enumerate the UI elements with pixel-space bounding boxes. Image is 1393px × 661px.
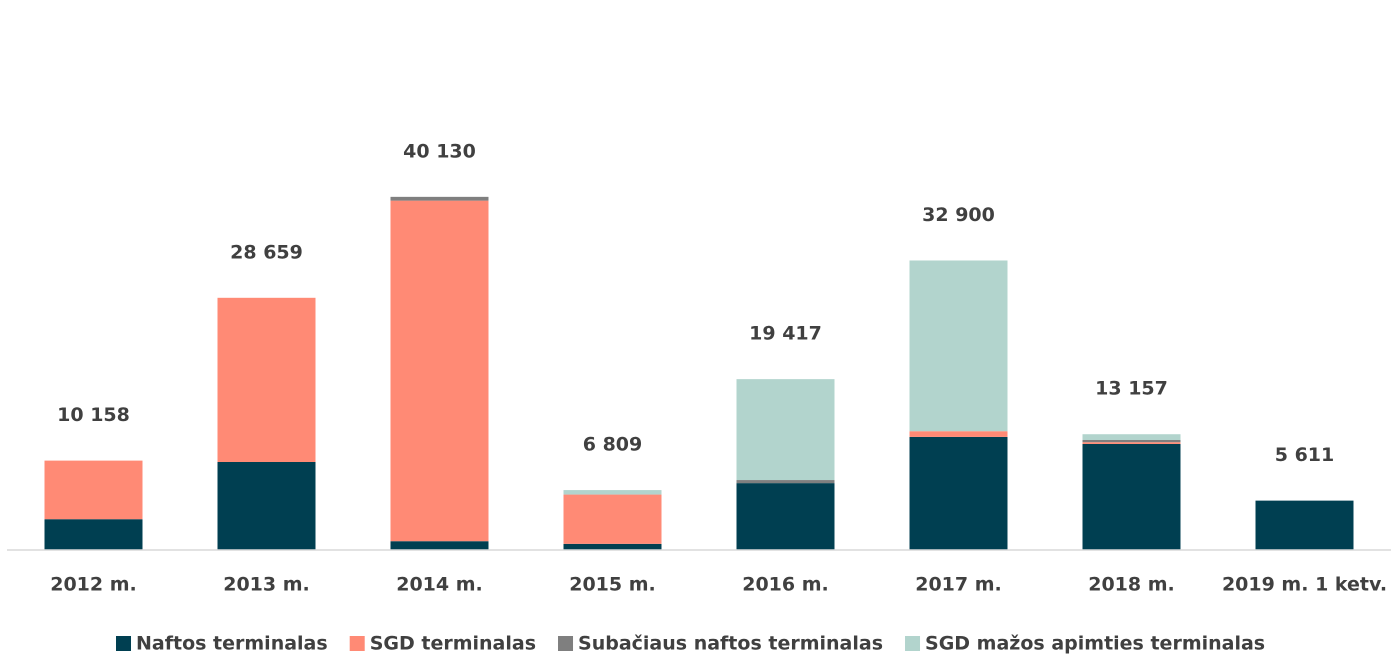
x-tick-label: 2015 m. <box>569 574 656 596</box>
x-tick-label: 2012 m. <box>50 574 137 596</box>
bar-segment <box>1255 500 1354 550</box>
bar-segment <box>390 200 489 542</box>
bar-segment <box>217 462 316 550</box>
bar-segment <box>736 483 835 550</box>
x-tick-label: 2013 m. <box>223 574 310 596</box>
bar-segment <box>390 541 489 550</box>
total-label: 32 900 <box>922 204 995 226</box>
x-tick-label: 2017 m. <box>915 574 1002 596</box>
bar-segment <box>1082 434 1181 440</box>
bar-segment <box>1082 443 1181 550</box>
legend-swatch <box>905 636 921 651</box>
bar-segment <box>736 379 835 481</box>
x-tick-label: 2019 m. 1 ketv. <box>1222 574 1387 596</box>
total-label: 5 611 <box>1275 444 1335 466</box>
x-tick-label: 2018 m. <box>1088 574 1175 596</box>
total-label: 6 809 <box>583 434 643 456</box>
bar-segment <box>909 431 1008 437</box>
bar-segment <box>909 436 1008 550</box>
bar-segment <box>736 480 835 484</box>
legend-label: SGD terminalas <box>370 633 536 655</box>
bar-segment <box>390 196 489 201</box>
legend-label: Subačiaus naftos terminalas <box>578 633 883 655</box>
bar-segment <box>563 494 662 544</box>
legend-label: Naftos terminalas <box>136 633 328 655</box>
legend-label: SGD mažos apimties terminalas <box>925 633 1265 655</box>
bar-segment <box>563 543 662 550</box>
bar-segment <box>44 519 143 550</box>
x-tick-label: 2016 m. <box>742 574 829 596</box>
legend-swatch <box>349 636 365 651</box>
bar-segment <box>217 297 316 462</box>
total-label: 19 417 <box>749 323 822 345</box>
legend-swatch <box>116 636 131 651</box>
x-tick-label: 2014 m. <box>396 574 483 596</box>
total-label: 40 130 <box>403 140 476 162</box>
bar-segment <box>44 460 143 520</box>
legend-swatch <box>558 636 574 651</box>
total-label: 28 659 <box>230 241 303 263</box>
total-label: 13 157 <box>1095 378 1168 400</box>
bar-segment <box>909 260 1008 432</box>
bar-segment <box>563 490 662 495</box>
bar-segment <box>1082 440 1181 443</box>
total-label: 10 158 <box>57 404 130 426</box>
bar-segment <box>1082 442 1181 444</box>
